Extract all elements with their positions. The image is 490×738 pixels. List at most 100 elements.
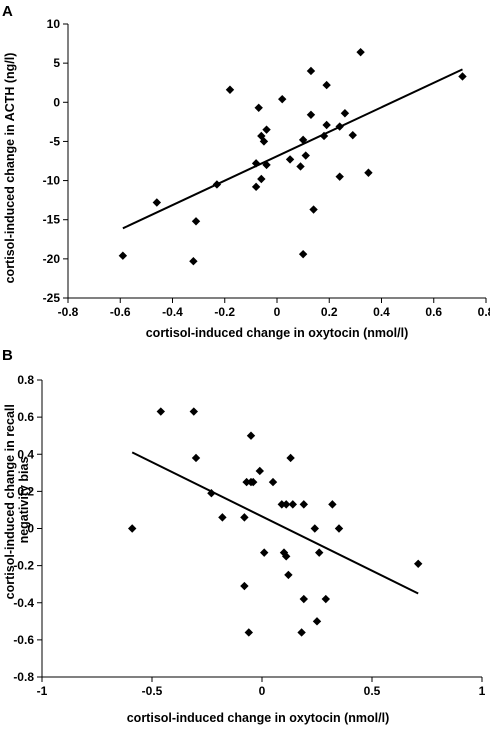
panel-b-data-point: [156, 407, 165, 416]
panel-a-trendline: [122, 68, 463, 230]
panel-b-y-tick-label: -0.6: [13, 633, 34, 647]
panel-a-data-point: [225, 85, 235, 94]
panel-a-data-point: [298, 135, 308, 145]
panel-b-data-point: [242, 477, 251, 487]
panel-b-y-tick-label: 0.8: [17, 373, 34, 387]
panel-a-data-point: [306, 110, 316, 120]
panel-a-data-point: [301, 151, 310, 160]
panel-b-data-point: [288, 500, 297, 509]
panel-b-data-point: [279, 548, 289, 557]
panel-a-y-tick-label: -5: [49, 134, 60, 148]
panel-a-data-point: [251, 182, 261, 192]
panel-a-data-point: [152, 198, 162, 207]
panel-a-data-point: [298, 249, 308, 259]
panel-b-y-tick-label: -0.2: [13, 559, 34, 573]
panel-b: B -1 -0.5 0 0.5 1 0.8 0.6 0.4 0.2 0 -0.2 -0.4 -0.6 -0…: [2, 347, 486, 725]
panel-b-data-point: [310, 524, 319, 533]
panel-b-data-point: [277, 500, 286, 509]
panel-a-data-point: [458, 72, 467, 81]
panel-b-x-tick-label: 0: [259, 684, 266, 698]
panel-a-data-point: [322, 80, 331, 90]
panel-a-data-point: [254, 103, 263, 112]
panel-b-data-point: [246, 431, 256, 440]
panel-b-data-point: [240, 513, 249, 522]
panel-b-data-point: [260, 548, 269, 557]
panel-b-data-point: [244, 628, 253, 637]
panel-b-x-tick-label: -1: [37, 684, 48, 698]
panel-b-y-tick-label: 0.6: [17, 410, 34, 424]
panel-b-y-tick-label: -0.4: [13, 596, 34, 610]
panel-b-data-point: [315, 548, 324, 557]
panel-b-y-tick-label: 0: [27, 522, 34, 536]
panel-b-data-point: [299, 594, 308, 604]
panel-a-x-tick-label: 0.2: [321, 305, 338, 319]
panel-a: A -0.8 -0.6 -0.4 -0.2 0 0.2 0.4 0.6 0.8 10 5 0 -5 -10…: [2, 3, 490, 340]
panel-b-y-axis-title: cortisol-induced change in recall negati…: [3, 401, 31, 600]
panel-a-x-tick-label: -0.2: [214, 305, 235, 319]
panel-a-data-point: [262, 125, 271, 134]
panel-b-y-axis-title-line2: negativity bias: [17, 457, 31, 544]
panel-a-y-tick-label: 5: [53, 56, 60, 70]
panel-a-data-point: [118, 251, 128, 260]
panel-a-data-point: [306, 66, 316, 76]
panel-b-x-axis-title: cortisol-induced change in oxytocin (nmo…: [127, 711, 390, 725]
panel-b-data-point: [249, 477, 258, 487]
panel-a-data-point: [259, 137, 269, 146]
panel-a-data-point: [278, 94, 287, 104]
panel-b-y-tick-label: 0.2: [17, 484, 34, 498]
panel-b-y-axis-title-line1: cortisol-induced change in recall: [3, 404, 17, 599]
panel-a-data-point: [322, 120, 331, 130]
panel-b-x-axis-title-text: cortisol-induced change in oxytocin (nmo…: [127, 711, 390, 725]
panel-a-data-point: [356, 47, 365, 57]
panel-b-letter: B: [2, 347, 13, 364]
panel-b-data-point: [268, 477, 278, 487]
panel-a-x-tick-label: 0.6: [425, 305, 442, 319]
panel-a-y-tick-label: 0: [53, 95, 60, 109]
panel-b-data-point: [414, 559, 423, 568]
panel-a-data-point: [191, 217, 201, 226]
panel-a-data-point: [285, 155, 295, 164]
panel-a-x-tick-label: -0.6: [110, 305, 131, 319]
panel-b-ticks: -1 -0.5 0 0.5 1 0.8 0.6 0.4 0.2 0 -0.2 -0.4 -0.6 -0.8: [13, 373, 485, 698]
panel-a-data-point: [335, 172, 344, 181]
panel-a-y-tick-label: -15: [43, 213, 61, 227]
panel-a-data-point: [189, 257, 198, 266]
panel-a-data-point: [340, 109, 350, 118]
panel-b-points: [128, 407, 423, 637]
panel-a-x-tick-label: -0.8: [58, 305, 79, 319]
panel-a-y-tick-label: -10: [43, 174, 61, 188]
panel-b-data-point: [299, 500, 308, 509]
panel-a-data-point: [309, 205, 318, 214]
panel-b-data-point: [128, 524, 137, 533]
panel-b-data-point: [321, 594, 330, 604]
panel-a-x-tick-label: 0.4: [373, 305, 390, 319]
panel-a-y-axis-title: cortisol-induced change in ACTH (ng/l): [3, 53, 17, 284]
panel-a-ticks: -0.8 -0.6 -0.4 -0.2 0 0.2 0.4 0.6 0.8 10 5 0 -5 -10 -1…: [43, 17, 490, 319]
panel-b-trendline: [131, 451, 419, 595]
panel-a-x-tick-label: 0.8: [478, 305, 490, 319]
panel-a-points: [118, 47, 467, 266]
panel-b-x-tick-label: 1: [479, 684, 486, 698]
panel-b-data-point: [282, 500, 291, 509]
panel-a-x-tick-label: 0: [274, 305, 281, 319]
panel-a-x-tick-label: -0.4: [162, 305, 183, 319]
panel-a-data-point: [296, 162, 305, 171]
panel-b-data-point: [312, 617, 322, 626]
panel-a-data-point: [257, 174, 266, 184]
panel-b-data-point: [240, 581, 249, 591]
panel-a-y-tick-label: 10: [47, 17, 61, 31]
panel-b-data-point: [284, 570, 293, 580]
panel-b-data-point: [286, 453, 295, 463]
panel-b-data-point: [297, 628, 306, 637]
panel-a-y-tick-label: -20: [43, 252, 61, 266]
panel-a-data-point: [348, 130, 357, 140]
panel-b-data-point: [328, 500, 337, 509]
panel-b-data-point: [334, 524, 344, 533]
panel-a-data-point: [364, 168, 373, 177]
panel-b-data-point: [282, 552, 291, 561]
panel-b-data-point: [255, 466, 264, 476]
panel-a-letter: A: [2, 3, 13, 20]
panel-a-y-tick-label: -25: [43, 291, 61, 305]
